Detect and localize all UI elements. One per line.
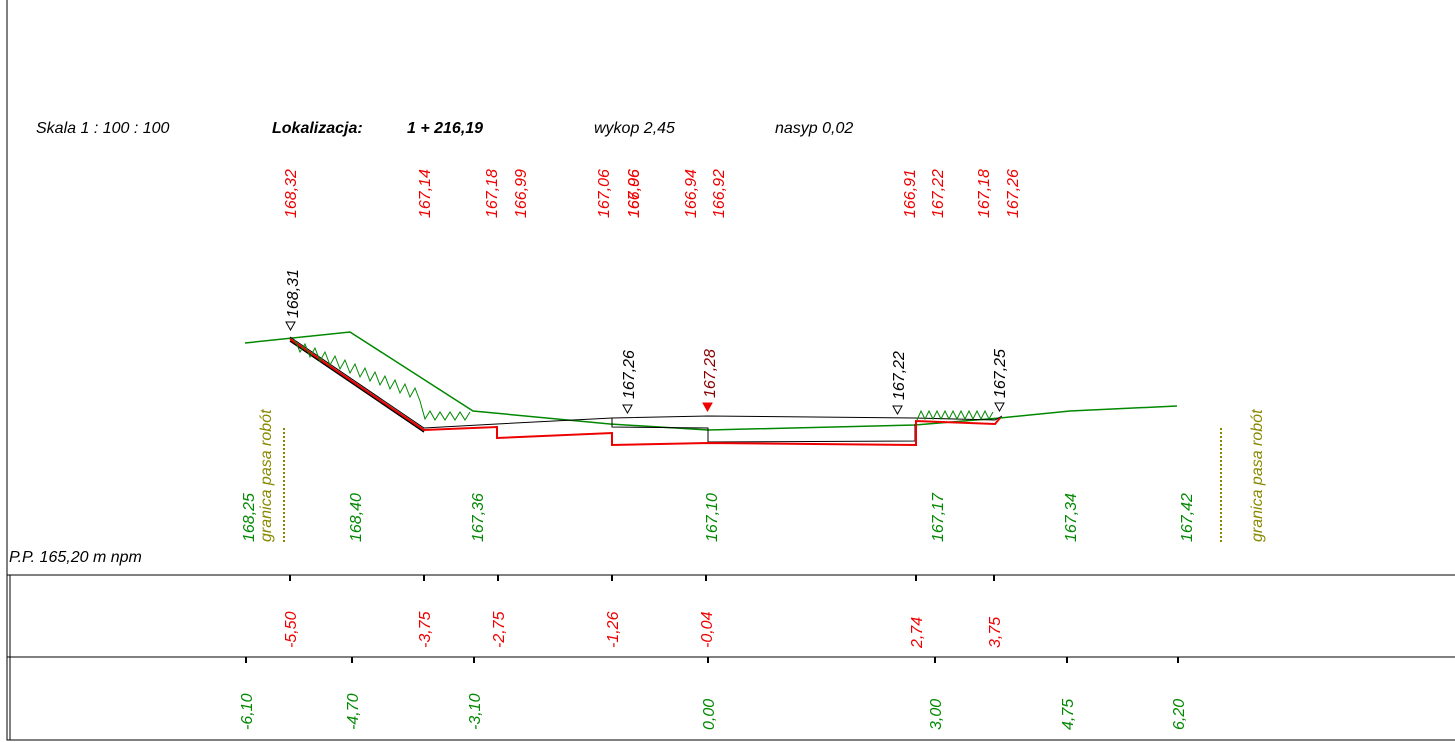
design-offset: -5,50 xyxy=(283,611,300,648)
datum: P.P. 165,20 m npm xyxy=(9,549,142,566)
profile xyxy=(244,321,1222,542)
profile-elevation: 168,31 xyxy=(285,269,302,318)
profile-elevation: 167,22 xyxy=(891,351,908,400)
terrain-elevation: 167,42 xyxy=(1179,493,1196,542)
design-offset: -2,75 xyxy=(491,611,508,648)
terrain-elevation: 167,36 xyxy=(470,493,487,542)
terrain-offset: 4,75 xyxy=(1060,699,1077,730)
design-offset: -0,04 xyxy=(699,611,716,648)
scale: Skala 1 : 100 : 100 xyxy=(36,120,170,137)
boundary-label: granica pasa robót xyxy=(1249,409,1266,542)
terrain-elevation: 168,40 xyxy=(348,493,365,542)
terrain-elevation: 168,25 xyxy=(241,493,258,542)
design-elevation: 167,18 xyxy=(976,169,993,218)
fill: nasyp 0,02 xyxy=(775,120,853,137)
location-label: Lokalizacja: xyxy=(272,120,363,137)
design-elevation: 167,06 xyxy=(626,169,643,218)
profile-elevation: 167,25 xyxy=(992,349,1009,398)
design-elevation: 167,06 xyxy=(596,169,613,218)
design-elevation: 166,99 xyxy=(513,169,530,218)
design-elevation: 168,32 xyxy=(283,169,300,218)
profile-elevation: 167,26 xyxy=(621,350,638,399)
profile-elevation: 167,28 xyxy=(702,349,719,398)
frame xyxy=(6,0,1455,741)
design-elevation: 167,18 xyxy=(484,169,501,218)
terrain-elevation: 167,34 xyxy=(1063,493,1080,542)
terrain-elevation: 167,10 xyxy=(704,493,721,542)
design-elevation: 166,96 xyxy=(626,169,643,218)
terrain-offset: -4,70 xyxy=(345,693,362,730)
design-offset: -1,26 xyxy=(605,611,622,648)
labels: 168,32 167,14 167,18 166,99 167,06 166,96167,… xyxy=(239,169,1266,730)
design-elevation: 166,94 xyxy=(683,169,700,218)
location-value: 1 + 216,19 xyxy=(407,120,483,137)
terrain-offset: 0,00 xyxy=(701,699,718,730)
design-offset: 2,74 xyxy=(909,617,926,649)
design-offset: -3,75 xyxy=(417,611,434,648)
design-elevation: 167,22 xyxy=(930,169,947,218)
terrain-offset: -3,10 xyxy=(467,693,484,730)
design-elevation: 167,14 xyxy=(417,169,434,218)
terrain-offset: 6,20 xyxy=(1171,699,1188,730)
boundary-label: granica pasa robót xyxy=(258,409,275,542)
design-offset: 3,75 xyxy=(987,617,1004,648)
cut: wykop 2,45 xyxy=(594,120,675,137)
terrain-elevation: 167,17 xyxy=(930,492,947,542)
design-elevation: 167,26 xyxy=(1005,169,1022,218)
terrain-offset: -6,10 xyxy=(239,693,256,730)
design-elevation: 166,92 xyxy=(711,169,728,218)
design-elevation: 166,91 xyxy=(902,169,919,218)
terrain-offset: 3,00 xyxy=(928,699,945,730)
